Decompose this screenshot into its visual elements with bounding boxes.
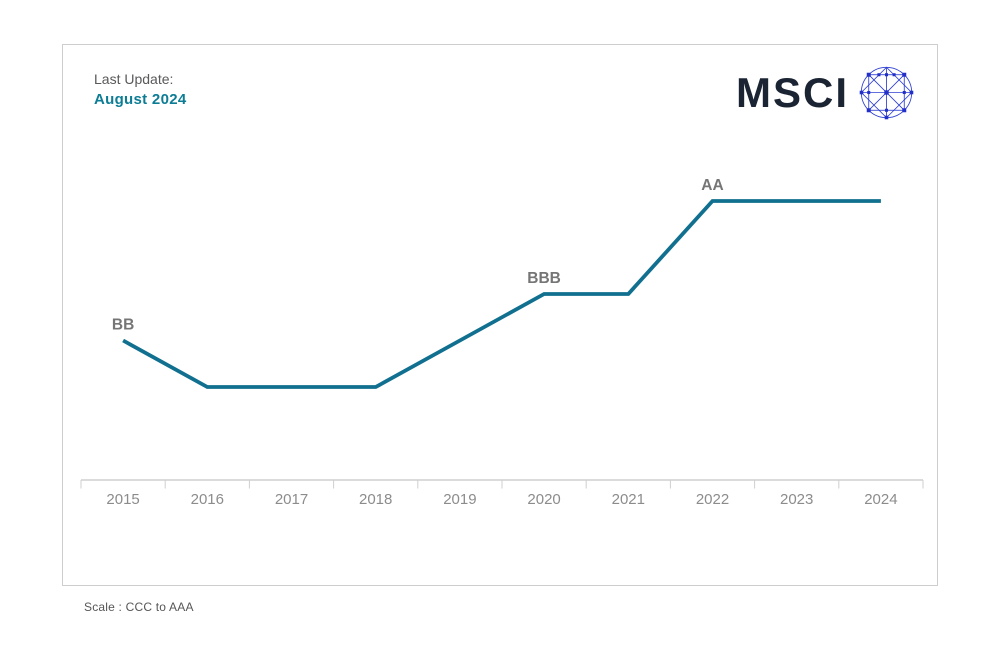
last-update-value: August 2024 (94, 90, 187, 108)
rating-trend-chart: 2015 2016 2017 2018 2019 2020 2021 2022 2023 2024… (80, 177, 924, 508)
rating-annotation: BB (112, 317, 134, 334)
x-axis-label: 2019 (443, 491, 476, 508)
globe-network-icon (859, 66, 914, 120)
msci-wordmark: MSCI (736, 68, 849, 116)
x-axis-label: 2023 (780, 491, 813, 508)
rating-annotation: AA (701, 177, 723, 194)
x-axis-label: 2017 (275, 491, 308, 508)
last-update: Last Update: August 2024 (94, 71, 187, 108)
last-update-label: Last Update: (94, 71, 174, 87)
x-axis-label: 2016 (191, 491, 224, 508)
x-axis-label: 2015 (106, 491, 139, 508)
x-axis-label: 2022 (696, 491, 729, 508)
msci-logo: MSCI (736, 64, 915, 121)
x-axis-label: 2024 (864, 491, 897, 508)
x-axis-label: 2018 (359, 491, 392, 508)
scale-note: Scale : CCC to AAA (84, 600, 194, 614)
x-axis-label: 2020 (527, 491, 560, 508)
rating-annotation: BBB (527, 270, 561, 287)
esg-rating-card: Last Update: August 2024 MSCI (62, 44, 938, 586)
x-axis-label: 2021 (612, 491, 645, 508)
rating-line (122, 199, 881, 389)
